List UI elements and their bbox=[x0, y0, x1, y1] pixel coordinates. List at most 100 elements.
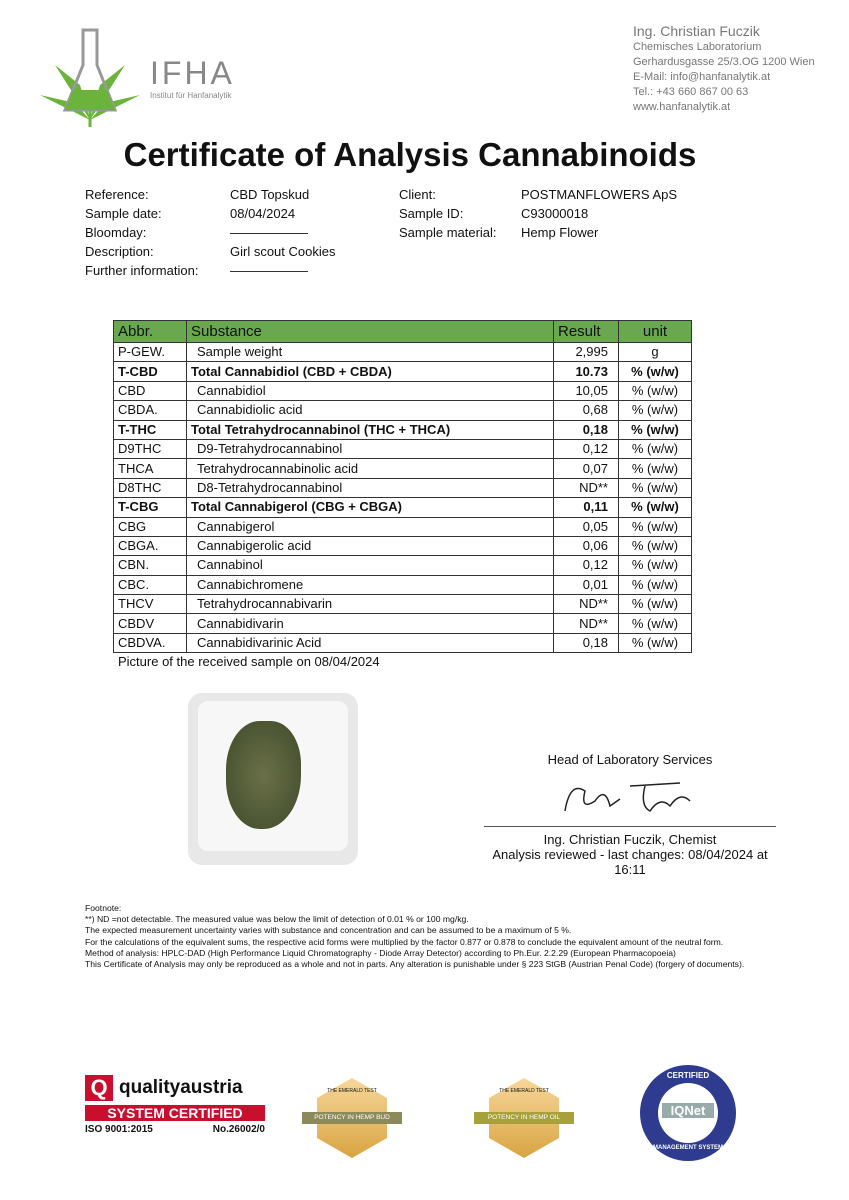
col-substance: Substance bbox=[186, 320, 554, 343]
handwritten-signature bbox=[564, 782, 691, 812]
table-row: D8THC D8-Tetrahydrocannabinol ND**% (w/w) bbox=[113, 477, 692, 499]
cell-result: 2,995 bbox=[553, 341, 619, 363]
cell-abbr: CBN. bbox=[113, 555, 187, 576]
cell-unit: % (w/w) bbox=[618, 594, 692, 615]
cell-unit: % (w/w) bbox=[618, 380, 692, 402]
cell-abbr: THCA bbox=[113, 458, 187, 479]
footnote-line: This Certificate of Analysis may only be… bbox=[85, 959, 745, 970]
table-row: THCA Tetrahydrocannabinolic acid 0,07% (w/… bbox=[113, 458, 692, 479]
table-row: CBDA. Cannabidiolic acid 0,68% (w/w) bbox=[113, 400, 692, 421]
emerald-test-badge-oil: THE EMERALD TEST POTENCY IN HEMP OIL bbox=[474, 1078, 574, 1158]
cell-substance: D9-Tetrahydrocannabinol bbox=[186, 438, 554, 460]
cell-unit: % (w/w) bbox=[618, 574, 692, 596]
col-abbr: Abbr. bbox=[113, 320, 187, 343]
cell-abbr: THCV bbox=[113, 594, 187, 615]
meta-label: Further information: bbox=[85, 263, 199, 278]
cell-substance: D8-Tetrahydrocannabinol bbox=[186, 477, 554, 499]
meta-row: Description: Girl scout Cookies bbox=[85, 242, 335, 261]
cell-substance: Cannabigerolic acid bbox=[186, 535, 554, 557]
meta-label: Bloomday: bbox=[85, 225, 147, 240]
meta-right: Client: POSTMANFLOWERS ApS Sample ID: C9300… bbox=[399, 185, 677, 242]
cell-substance: Cannabidiolic acid bbox=[186, 400, 554, 421]
lab-phone: Tel.: +43 660 867 00 63 bbox=[633, 86, 749, 98]
cell-substance: Tetrahydrocannabinolic acid bbox=[186, 458, 554, 479]
table-row: T-CBD Total Cannabidiol (CBD + CBDA) 10.73… bbox=[113, 361, 692, 382]
table-row: CBN. Cannabinol 0,12% (w/w) bbox=[113, 555, 692, 576]
table-row: CBG Cannabigerol 0,05% (w/w) bbox=[113, 516, 692, 537]
cell-substance: Cannabidivarinic Acid bbox=[186, 632, 554, 654]
logo-subtitle: Institut für Hanfanalytik bbox=[150, 91, 232, 100]
cell-result: 0,68 bbox=[553, 400, 619, 421]
table-row: T-THC Total Tetrahydrocannabinol (THC + T… bbox=[113, 419, 692, 440]
cell-abbr: CBDVA. bbox=[113, 632, 187, 654]
cell-abbr: CBDA. bbox=[113, 400, 187, 421]
cell-abbr: T-CBD bbox=[113, 361, 187, 382]
cell-substance: Sample weight bbox=[186, 341, 554, 363]
footnote: Footnote: **) ND =not detectable. The mea… bbox=[85, 903, 805, 970]
cell-abbr: P-GEW. bbox=[113, 341, 187, 363]
cell-substance: Cannabidivarin bbox=[186, 613, 554, 634]
cell-result: 10.73 bbox=[553, 361, 619, 382]
iqnet-logo: CERTIFIED IQNet MANAGEMENT SYSTEM bbox=[640, 1065, 736, 1161]
footnote-line: The expected measurement uncertainty var… bbox=[85, 925, 572, 936]
meta-value: Girl scout Cookies bbox=[230, 244, 336, 259]
cell-abbr: CBD bbox=[113, 380, 187, 402]
cell-abbr: CBC. bbox=[113, 574, 187, 596]
meta-value: C93000018 bbox=[521, 206, 589, 221]
review-time: 16:11 bbox=[614, 862, 646, 877]
table-row: THCV Tetrahydrocannabivarin ND**% (w/w) bbox=[113, 594, 692, 615]
lab-name: Ing. Christian Fuczik bbox=[633, 23, 760, 39]
meta-value: —————— bbox=[230, 263, 308, 278]
cell-unit: % (w/w) bbox=[618, 477, 692, 499]
meta-row: Reference: CBD Topskud bbox=[85, 185, 335, 204]
table-row: D9THC D9-Tetrahydrocannabinol 0,12% (w/w) bbox=[113, 438, 692, 460]
cell-abbr: CBDV bbox=[113, 613, 187, 634]
chemist-name: Ing. Christian Fuczik, Chemist bbox=[543, 832, 717, 847]
results-table: Abbr. Substance Result unit P-GEW. Sample… bbox=[113, 320, 692, 654]
meta-row: Further information: —————— bbox=[85, 261, 335, 280]
cell-abbr: T-THC bbox=[113, 419, 187, 440]
cell-result: 10,05 bbox=[553, 380, 619, 402]
cell-substance: Total Tetrahydrocannabinol (THC + THCA) bbox=[186, 419, 554, 440]
meta-label: Description: bbox=[85, 244, 154, 259]
cell-substance: Total Cannabigerol (CBG + CBGA) bbox=[186, 497, 554, 518]
cell-substance: Cannabichromene bbox=[186, 574, 554, 596]
lab-website: www.hanfanalytik.at bbox=[633, 101, 731, 113]
footnote-line: **) ND =not detectable. The measured val… bbox=[85, 914, 469, 925]
cell-result: 0,11 bbox=[553, 497, 619, 518]
cell-unit: % (w/w) bbox=[618, 535, 692, 557]
cell-unit: % (w/w) bbox=[618, 516, 692, 537]
cell-result: 0,12 bbox=[553, 438, 619, 460]
cell-result: 0,01 bbox=[553, 574, 619, 596]
cell-abbr: CBG bbox=[113, 516, 187, 537]
cell-unit: % (w/w) bbox=[618, 438, 692, 460]
table-row: P-GEW. Sample weight 2,995 g bbox=[113, 341, 692, 363]
meta-value: CBD Topskud bbox=[230, 187, 310, 202]
meta-label: Sample date: bbox=[85, 206, 162, 221]
meta-row: Bloomday: —————— bbox=[85, 223, 335, 242]
meta-value: Hemp Flower bbox=[521, 225, 599, 240]
meta-left: Reference: CBD Topskud Sample date: 08/04/2… bbox=[85, 185, 335, 280]
cell-result: 0,12 bbox=[553, 555, 619, 576]
footnote-line: For the calculations of the equivalent s… bbox=[85, 936, 724, 947]
cell-abbr: T-CBG bbox=[113, 497, 187, 518]
cell-substance: Tetrahydrocannabivarin bbox=[186, 594, 554, 615]
table-row: CBDVA. Cannabidivarinic Acid 0,18% (w/w) bbox=[113, 632, 692, 654]
cell-result: ND** bbox=[553, 613, 619, 634]
cell-unit: % (w/w) bbox=[618, 458, 692, 479]
cell-unit: % (w/w) bbox=[618, 400, 692, 421]
meta-label: Client: bbox=[399, 187, 436, 202]
col-unit: unit bbox=[618, 320, 692, 343]
footnote-line: Method of analysis: HPLC-DAD (High Perfo… bbox=[85, 947, 676, 958]
meta-row: Sample ID: C93000018 bbox=[399, 204, 677, 223]
cell-abbr: D9THC bbox=[113, 438, 187, 460]
lab-address: Ing. Christian Fuczik Chemisches Laborat… bbox=[633, 22, 815, 115]
meta-value: 08/04/2024 bbox=[230, 206, 296, 221]
cell-substance: Total Cannabidiol (CBD + CBDA) bbox=[186, 361, 554, 382]
table-row: T-CBG Total Cannabigerol (CBG + CBGA) 0,11… bbox=[113, 497, 692, 518]
meta-row: Sample date: 08/04/2024 bbox=[85, 204, 335, 223]
meta-row: Sample material: Hemp Flower bbox=[399, 223, 677, 242]
meta-value: POSTMANFLOWERS ApS bbox=[521, 187, 678, 202]
emerald-test-badge-bud: THE EMERALD TEST POTENCY IN HEMP BUD bbox=[302, 1078, 402, 1158]
